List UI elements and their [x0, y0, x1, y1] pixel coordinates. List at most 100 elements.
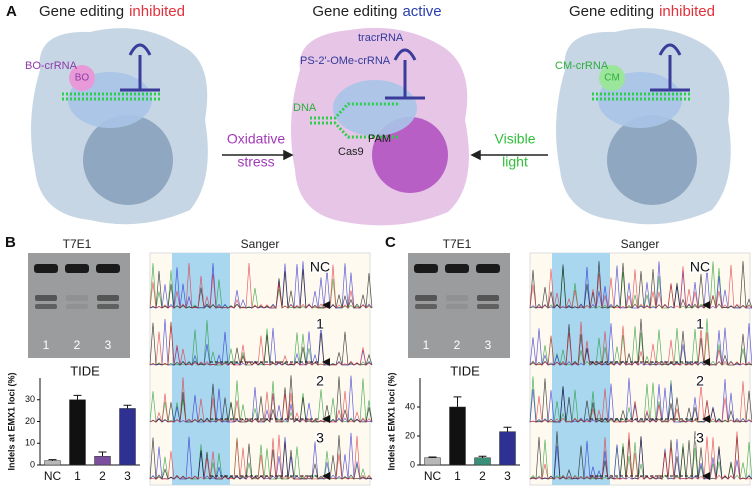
highlight: [552, 253, 610, 485]
x-tick-label: 2: [99, 469, 106, 483]
gel-band: [446, 295, 468, 301]
trace: [149, 323, 373, 366]
cell-title: Gene editing inhibited: [39, 3, 185, 20]
gel-band: [35, 295, 57, 301]
error-bar: [478, 455, 487, 458]
bar: [119, 408, 136, 466]
cell-title: Gene editing active: [312, 3, 441, 20]
gel-band: [66, 304, 88, 309]
label: 2: [454, 338, 461, 352]
gel-band: [97, 295, 119, 301]
label: 1: [316, 316, 324, 332]
label: 3: [316, 430, 324, 446]
y-axis-label: Indels at EMX1 loci (%): [386, 372, 396, 470]
rna: [120, 43, 690, 100]
label: 3: [485, 338, 492, 352]
label: stress: [237, 154, 274, 170]
label: A: [6, 3, 17, 20]
label: Sanger: [621, 237, 660, 251]
y-tick-label: 20: [25, 416, 35, 426]
y-tick-label: 40: [405, 401, 415, 411]
title-text: Gene editing: [569, 3, 654, 20]
label: light: [502, 154, 528, 170]
gel-band: [446, 304, 468, 309]
label: 1: [696, 316, 704, 332]
trace: [529, 318, 752, 366]
label: T7E1: [443, 237, 472, 251]
label: 1: [43, 338, 50, 352]
arrowhead: [702, 358, 710, 366]
label: 2: [316, 373, 324, 389]
title-text: Gene editing: [39, 3, 124, 20]
trace: [529, 381, 752, 423]
label: Oxidative: [227, 131, 286, 147]
bar: [44, 460, 61, 466]
gel-band: [415, 304, 437, 309]
gel-band: [445, 264, 469, 273]
bar: [424, 457, 441, 466]
x-tick-label: 3: [504, 469, 511, 483]
error-bar: [48, 459, 57, 461]
arrowhead: [322, 301, 330, 309]
title-state: active: [402, 3, 441, 20]
arrowhead: [322, 472, 330, 480]
gel-band: [65, 264, 89, 273]
bar: [474, 457, 491, 466]
group-badge: [69, 65, 95, 91]
error-bar: [98, 451, 107, 457]
gel-band: [477, 304, 499, 309]
error-bar: [428, 456, 437, 458]
label: T7E1: [63, 237, 92, 251]
label: Visible: [495, 131, 536, 147]
label: 2: [74, 338, 81, 352]
gel-band: [414, 264, 438, 273]
y-tick-label: 0: [30, 459, 35, 469]
cell-title: Gene editing inhibited: [569, 3, 715, 20]
gel-band: [415, 295, 437, 301]
nucleus: [372, 117, 448, 193]
arrowhead: [702, 472, 710, 480]
gel-band: [35, 304, 57, 309]
label: 1: [423, 338, 430, 352]
label: NC: [690, 259, 710, 275]
arrow: [222, 149, 548, 161]
gel-band: [97, 304, 119, 309]
trace: [529, 321, 752, 366]
bar: [69, 399, 86, 466]
label: TIDE: [450, 363, 480, 378]
label: Cas9: [338, 146, 364, 158]
group-badge: [599, 65, 625, 91]
x-tick-label: NC: [424, 469, 442, 483]
arrowhead: [702, 415, 710, 423]
y-tick-label: 30: [25, 394, 35, 404]
trace: [149, 434, 373, 480]
label: 3: [696, 430, 704, 446]
trace: [149, 269, 373, 310]
title-state: inhibited: [659, 3, 715, 20]
y-tick-label: 20: [405, 430, 415, 440]
x-tick-label: 1: [454, 469, 461, 483]
dna: [62, 92, 690, 139]
y-tick-label: 10: [25, 438, 35, 448]
label: CM-crRNA: [555, 60, 609, 72]
label: CM: [604, 73, 620, 84]
title-text: Gene editing: [312, 3, 397, 20]
label: tracrRNA: [358, 32, 404, 44]
arrowhead: [322, 358, 330, 366]
label: NC: [310, 259, 330, 275]
label: PAM: [368, 133, 391, 145]
label: C: [385, 234, 396, 251]
bar: [449, 406, 466, 466]
title-state: inhibited: [129, 3, 185, 20]
x-tick-label: 2: [479, 469, 486, 483]
error-bar: [123, 404, 132, 409]
label: B: [5, 234, 16, 251]
label: Sanger: [241, 237, 280, 251]
arrowhead: [702, 301, 710, 309]
bar: [499, 431, 516, 466]
nucleus: [83, 115, 173, 205]
label: BO: [75, 73, 90, 84]
error-bar: [73, 394, 82, 400]
x-tick-label: 3: [124, 469, 131, 483]
label: TIDE: [70, 363, 100, 378]
